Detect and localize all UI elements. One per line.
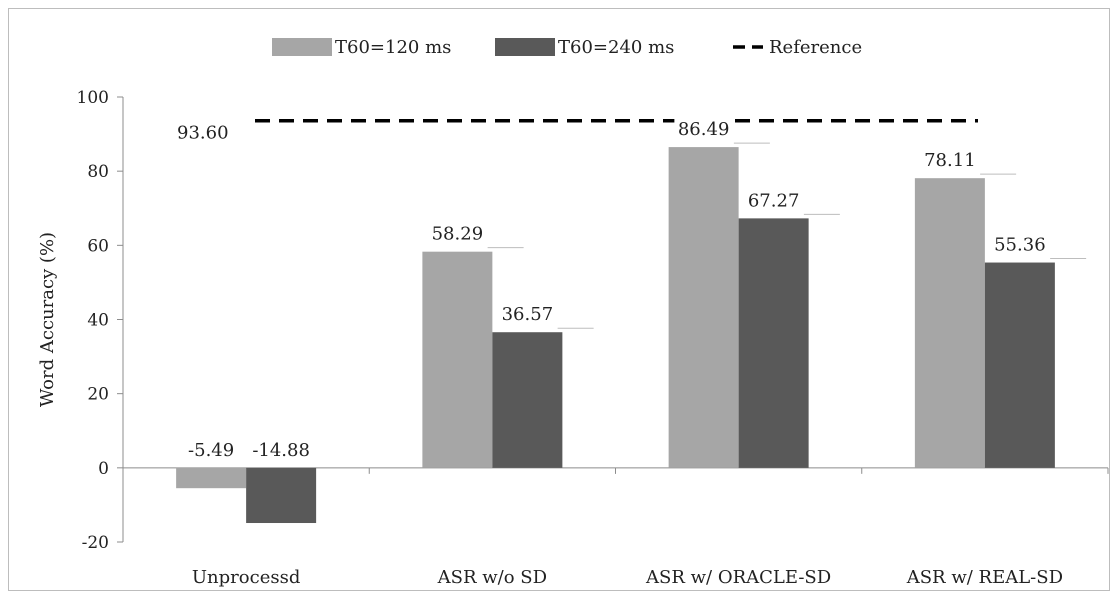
data-label-bg <box>990 230 1050 257</box>
chart-frame <box>8 8 1110 591</box>
data-label-bg <box>674 115 733 142</box>
data-label-bg <box>744 186 803 213</box>
data-label: 78.11 <box>924 150 976 171</box>
legend-label: Reference <box>769 37 862 58</box>
y-tick-label: 80 <box>87 162 109 182</box>
data-label: 67.27 <box>748 190 800 211</box>
data-label: 55.36 <box>994 235 1046 256</box>
y-tick-label: 40 <box>87 311 109 331</box>
x-tick-label: Unprocessd <box>192 567 300 588</box>
y-tick-label: 60 <box>87 236 109 256</box>
data-label: -5.49 <box>188 440 234 461</box>
axes: -20 0 20 40 60 80 100 Unprocessd ASR w/o SD ASR w… <box>77 88 1109 588</box>
y-tick-label: 100 <box>77 88 109 108</box>
data-label: 58.29 <box>432 224 484 245</box>
bar <box>738 218 809 468</box>
bar <box>246 467 317 524</box>
y-tick-label: -20 <box>82 533 109 553</box>
data-label-bg <box>246 435 316 462</box>
bar <box>422 251 493 468</box>
data-label-bg <box>498 300 557 327</box>
legend-item: T60=120 ms <box>272 37 451 58</box>
bar <box>492 332 563 468</box>
legend-item: T60=240 ms <box>495 37 674 58</box>
data-label-bg <box>428 219 487 246</box>
bar <box>914 178 985 468</box>
data-labels: -5.49 58.29 86.49 78.11 -14.88 36.57 67.27 55.3… <box>177 115 1087 462</box>
data-label-bg <box>920 146 980 173</box>
legend: T60=120 ms T60=240 ms Reference <box>272 37 862 58</box>
data-label-bg <box>181 435 241 462</box>
data-label: 36.57 <box>502 304 554 325</box>
legend-swatch <box>495 38 555 56</box>
y-tick-label: 0 <box>98 459 109 479</box>
data-label: -14.88 <box>252 440 310 461</box>
x-tick-label: ASR w/ ORACLE-SD <box>645 567 831 588</box>
y-tick-label: 20 <box>87 385 109 405</box>
y-axis-label: Word Accuracy (%) <box>37 232 58 407</box>
data-label: 86.49 <box>678 119 730 140</box>
bar <box>668 147 739 468</box>
legend-item: Reference <box>733 37 862 58</box>
bar <box>984 262 1055 468</box>
bars <box>176 118 1055 524</box>
legend-swatch <box>272 38 332 56</box>
x-tick-label: ASR w/ REAL-SD <box>906 567 1063 588</box>
bar <box>176 467 247 489</box>
legend-label: T60=240 ms <box>558 37 674 58</box>
reference-label: 93.60 <box>177 123 229 144</box>
legend-label: T60=120 ms <box>335 37 451 58</box>
x-tick-label: ASR w/o SD <box>437 567 547 588</box>
